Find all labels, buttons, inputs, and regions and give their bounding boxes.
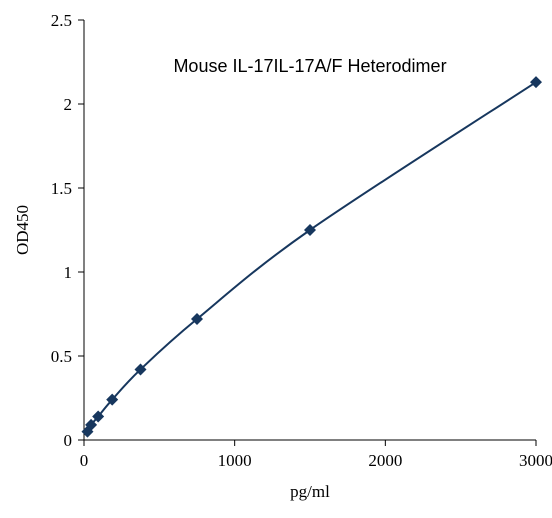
y-axis-label: OD450 bbox=[13, 205, 32, 255]
x-tick-label: 0 bbox=[80, 451, 89, 470]
standard-curve-chart: 0 1000 2000 3000 0 0.5 1 1.5 2 2.5 pg/ml OD450 Mouse… bbox=[0, 0, 552, 518]
x-axis-label: pg/ml bbox=[290, 482, 330, 501]
y-tick-label: 2.5 bbox=[51, 11, 72, 30]
y-tick-label: 1.5 bbox=[51, 179, 72, 198]
y-tick-label: 2 bbox=[64, 95, 73, 114]
data-curve bbox=[87, 82, 536, 431]
data-marker bbox=[304, 224, 316, 236]
x-tick-label: 2000 bbox=[368, 451, 402, 470]
chart-container: 0 1000 2000 3000 0 0.5 1 1.5 2 2.5 pg/ml OD450 Mouse… bbox=[0, 0, 552, 518]
data-marker bbox=[530, 76, 542, 88]
x-tick-label: 3000 bbox=[519, 451, 552, 470]
chart-title: Mouse IL-17IL-17A/F Heterodimer bbox=[173, 56, 446, 76]
y-tick-label: 1 bbox=[64, 263, 73, 282]
y-tick-label: 0.5 bbox=[51, 347, 72, 366]
x-tick-label: 1000 bbox=[218, 451, 252, 470]
y-tick-label: 0 bbox=[64, 431, 73, 450]
